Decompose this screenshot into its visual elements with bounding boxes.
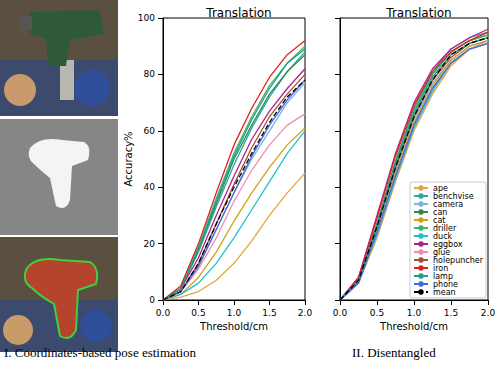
html-text:I. Coordinates-based pose esti: I. Coordinates-based pose estimation — [4, 345, 197, 360]
svg-text:Threshold/cm: Threshold/cm — [199, 321, 268, 332]
svg-text:mean: mean — [433, 288, 456, 297]
svg-text:20: 20 — [144, 239, 156, 249]
svg-text:eggbox: eggbox — [433, 239, 463, 249]
svg-text:80: 80 — [144, 69, 156, 79]
svg-text:40: 40 — [144, 182, 156, 192]
svg-text:holepuncher: holepuncher — [433, 255, 483, 265]
svg-text:1.5: 1.5 — [262, 308, 276, 318]
svg-text:benchvise: benchvise — [433, 191, 474, 201]
svg-text:2.0: 2.0 — [298, 308, 313, 318]
svg-text:Accuracy%: Accuracy% — [123, 131, 134, 186]
svg-text:driller: driller — [433, 223, 457, 233]
svg-text:duck: duck — [433, 231, 453, 241]
svg-text:1.5: 1.5 — [444, 308, 458, 318]
svg-text:Translation: Translation — [205, 6, 271, 20]
svg-text:cat: cat — [433, 215, 446, 225]
svg-text:1.0: 1.0 — [227, 308, 242, 318]
svg-text:Translation: Translation — [385, 6, 451, 20]
html-text:II. Disentangled: II. Disentangled — [352, 345, 436, 360]
svg-text:0.5: 0.5 — [370, 308, 384, 318]
svg-text:100: 100 — [138, 13, 155, 23]
svg-text:0.0: 0.0 — [156, 308, 171, 318]
svg-text:glue: glue — [433, 247, 451, 257]
svg-text:0.5: 0.5 — [191, 308, 205, 318]
svg-text:0.0: 0.0 — [333, 308, 348, 318]
svg-text:60: 60 — [144, 126, 156, 136]
svg-text:1.0: 1.0 — [407, 308, 422, 318]
svg-text:camera: camera — [433, 199, 464, 209]
svg-text:2.0: 2.0 — [481, 308, 496, 318]
svg-text:0: 0 — [149, 295, 155, 305]
svg-text:ape: ape — [433, 183, 448, 193]
svg-text:lamp: lamp — [433, 271, 453, 281]
svg-text:phone: phone — [433, 279, 458, 289]
svg-text:can: can — [433, 207, 448, 217]
svg-text:iron: iron — [433, 263, 449, 273]
svg-text:Threshold/cm: Threshold/cm — [379, 321, 448, 332]
